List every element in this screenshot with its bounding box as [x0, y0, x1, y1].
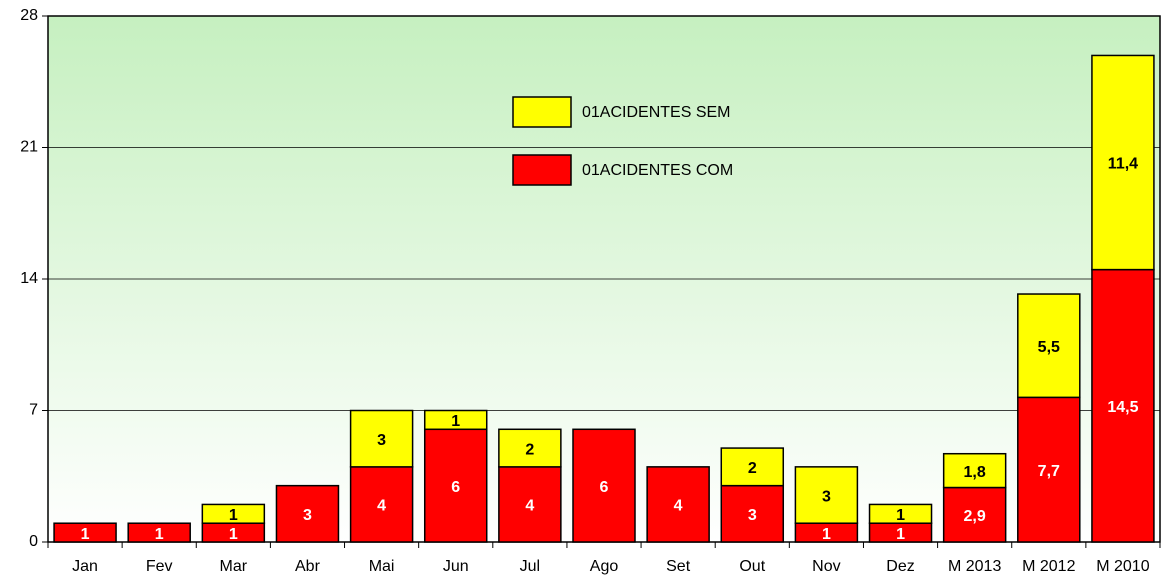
x-tick-label: Ago	[590, 558, 619, 575]
x-tick-label: Fev	[146, 558, 173, 575]
bar-segment	[794, 466, 859, 524]
x-tick-label: Dez	[886, 558, 914, 575]
data-label: 1	[822, 526, 831, 543]
legend-label: 01ACIDENTES SEM	[582, 104, 730, 121]
bar-segment	[53, 522, 117, 543]
bar-segment	[423, 428, 488, 543]
data-label: 5,5	[1038, 339, 1060, 356]
bar-segment	[127, 522, 191, 543]
y-tick-label: 21	[20, 139, 38, 156]
legend-label: 01ACIDENTES COM	[582, 162, 733, 179]
x-tick-label: Nov	[812, 558, 840, 575]
data-label: 2	[748, 460, 757, 477]
y-tick-label: 14	[20, 270, 38, 287]
y-tick-label: 0	[29, 533, 38, 550]
data-label: 2	[525, 441, 534, 458]
data-label: 1,8	[964, 464, 986, 481]
bar-segment	[498, 466, 562, 543]
x-tick-label: Out	[739, 558, 765, 575]
x-tick-label: Jul	[520, 558, 540, 575]
bar-segment	[720, 484, 785, 543]
x-tick-label: Set	[666, 558, 691, 575]
data-label: 1	[896, 507, 905, 524]
data-label: 4	[525, 498, 534, 515]
bar-segment	[498, 428, 562, 468]
data-label: 4	[674, 498, 683, 515]
data-label: 1	[81, 526, 90, 543]
data-label: 7,7	[1038, 463, 1060, 480]
bar-segment	[646, 466, 710, 543]
bar-segment	[423, 409, 488, 431]
bar-segment	[942, 452, 1007, 489]
bar-segment	[720, 447, 785, 487]
legend-swatch	[512, 154, 572, 186]
data-label: 3	[377, 432, 386, 449]
x-tick-label: Abr	[295, 558, 321, 575]
bar-segment	[1017, 396, 1081, 543]
x-tick-label: Mar	[220, 558, 248, 575]
legend-swatch	[512, 96, 572, 128]
x-tick-label: M 2013	[948, 558, 1001, 575]
data-label: 1	[451, 413, 460, 430]
data-label: 11,4	[1108, 156, 1138, 173]
data-label: 1	[896, 526, 905, 543]
data-label: 3	[303, 507, 312, 524]
bar-segment	[942, 486, 1007, 543]
data-label: 2,9	[964, 508, 986, 525]
bar-segment	[275, 484, 340, 543]
data-label: 1	[155, 526, 164, 543]
x-tick-label: M 2012	[1022, 558, 1075, 575]
bar-segment	[572, 428, 636, 543]
bar-segment	[1017, 293, 1081, 399]
bar-segment	[349, 409, 414, 468]
data-label: 4	[377, 498, 386, 515]
y-tick-label: 7	[29, 402, 38, 419]
data-label: 1	[229, 526, 238, 543]
x-tick-label: Jun	[443, 558, 469, 575]
bar-segment	[1091, 54, 1155, 271]
x-tick-label: Jan	[72, 558, 98, 575]
data-label: 1	[229, 507, 238, 524]
data-label: 14,5	[1107, 399, 1138, 416]
data-label: 6	[600, 479, 609, 496]
x-tick-label: M 2010	[1096, 558, 1149, 575]
data-label: 3	[748, 507, 757, 524]
data-label: 3	[822, 488, 831, 505]
data-label: 6	[451, 479, 460, 496]
bar-segment	[868, 503, 933, 524]
x-tick-label: Mai	[369, 558, 395, 575]
y-tick-label: 28	[20, 7, 38, 24]
bar-segment	[201, 503, 266, 524]
